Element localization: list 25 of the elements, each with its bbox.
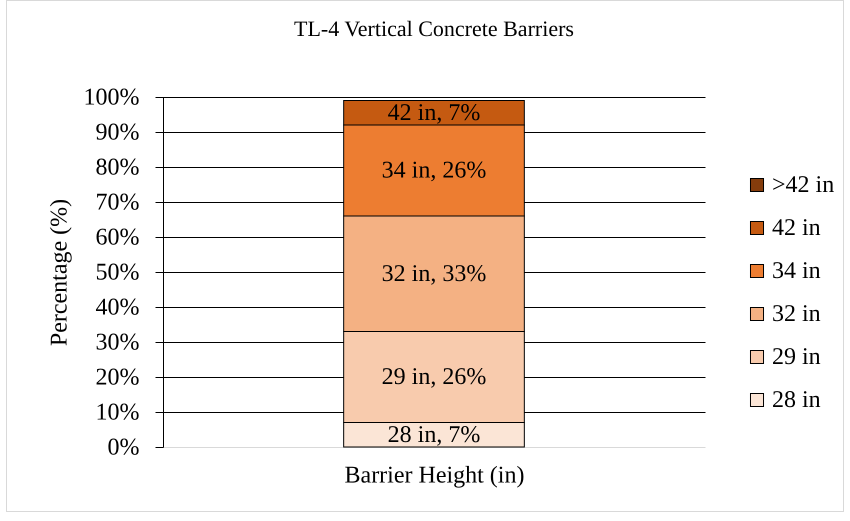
y-tick-label: 0%	[108, 434, 140, 460]
data-label: 29 in, 26%	[382, 364, 486, 390]
y-tick-label: 90%	[96, 120, 140, 146]
data-label: 28 in, 7%	[388, 422, 480, 448]
chart-title: TL-4 Vertical Concrete Barriers	[294, 16, 574, 41]
data-label: 32 in, 33%	[382, 260, 486, 287]
legend-label: >42 in	[772, 172, 834, 198]
data-label: 42 in, 7%	[388, 100, 480, 126]
y-tick-label: 40%	[96, 294, 140, 320]
y-tick-label: 70%	[96, 190, 140, 216]
y-tick-label: 30%	[96, 330, 140, 356]
y-tick-label: 60%	[96, 224, 140, 250]
y-tick-label: 50%	[96, 260, 140, 286]
y-tick-label: 10%	[96, 400, 140, 426]
legend-label: 29 in	[772, 344, 821, 370]
y-tick-label: 80%	[96, 154, 140, 180]
y-tick-label: 100%	[84, 84, 140, 110]
legend-label: 34 in	[772, 258, 821, 284]
data-label: 34 in, 26%	[382, 158, 486, 184]
y-tick-label: 20%	[96, 364, 140, 390]
legend-label: 28 in	[772, 387, 821, 413]
legend-label: 32 in	[772, 301, 821, 327]
x-axis-title: Barrier Height (in)	[344, 462, 524, 488]
y-axis-title: Percentage (%)	[46, 198, 73, 346]
legend-label: 42 in	[772, 215, 821, 241]
